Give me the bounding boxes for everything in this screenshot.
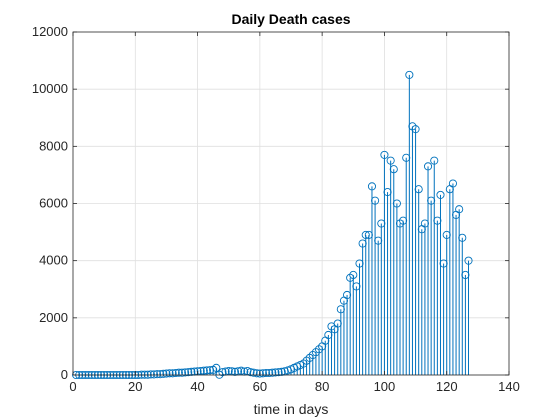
stem-marker [436, 190, 445, 199]
x-tick-label: 100 [374, 379, 396, 394]
stem-point [371, 196, 380, 375]
stem-marker [389, 165, 398, 174]
stem-marker [246, 368, 255, 377]
y-tick-label: 8000 [39, 138, 68, 153]
stem-marker [455, 205, 464, 214]
stem-point [414, 185, 423, 375]
stem-marker [386, 156, 395, 165]
stem-point [464, 256, 473, 375]
stem-marker [249, 368, 258, 377]
stem-point [389, 165, 398, 375]
stem-marker [212, 363, 221, 372]
x-tick-label: 20 [128, 379, 142, 394]
stem-marker [448, 179, 457, 188]
stem-marker [237, 366, 246, 375]
axis-ticks: 0 20 40 60 80 100 120 140 0 2000 4000 6000 8000 10000… [32, 24, 520, 394]
x-tick-label: 0 [69, 379, 76, 394]
stem-marker [252, 369, 261, 378]
stem-marker [423, 162, 433, 171]
x-axis-label: time in days [254, 401, 329, 417]
x-tick-label: 140 [498, 379, 520, 394]
y-tick-label: 2000 [39, 310, 68, 325]
stem-marker [411, 125, 420, 134]
stem-point [423, 162, 433, 375]
stem-marker [224, 366, 233, 376]
y-tick-label: 6000 [39, 196, 68, 211]
stem-point [430, 156, 439, 375]
stem-marker [349, 270, 358, 280]
stem-point [411, 125, 420, 375]
chart-title: Daily Death cases [231, 11, 350, 27]
y-tick-label: 4000 [39, 253, 68, 268]
stem-marker [464, 256, 473, 265]
stem-point [367, 182, 377, 375]
y-tick-label: 0 [61, 367, 68, 382]
stem-point [380, 150, 389, 375]
stem-marker [380, 150, 389, 159]
stem-marker [458, 233, 467, 242]
gridlines [73, 32, 509, 375]
x-tick-label: 80 [315, 379, 329, 394]
stem-marker [371, 196, 380, 205]
stem-marker [367, 182, 377, 191]
stem-point [458, 233, 467, 375]
x-tick-label: 60 [253, 379, 267, 394]
stem-point [392, 199, 401, 375]
stem-point [436, 190, 445, 375]
stem-marker [392, 199, 401, 208]
y-tick-label: 10000 [32, 81, 68, 96]
x-tick-label: 40 [190, 379, 204, 394]
stem-point [349, 270, 358, 375]
stem-marker [405, 70, 414, 79]
stem-marker [414, 185, 423, 194]
stem-point [448, 179, 457, 375]
stem-marker [430, 156, 439, 165]
stem-point [386, 156, 395, 375]
y-tick-label: 12000 [32, 24, 68, 39]
x-tick-label: 120 [436, 379, 458, 394]
